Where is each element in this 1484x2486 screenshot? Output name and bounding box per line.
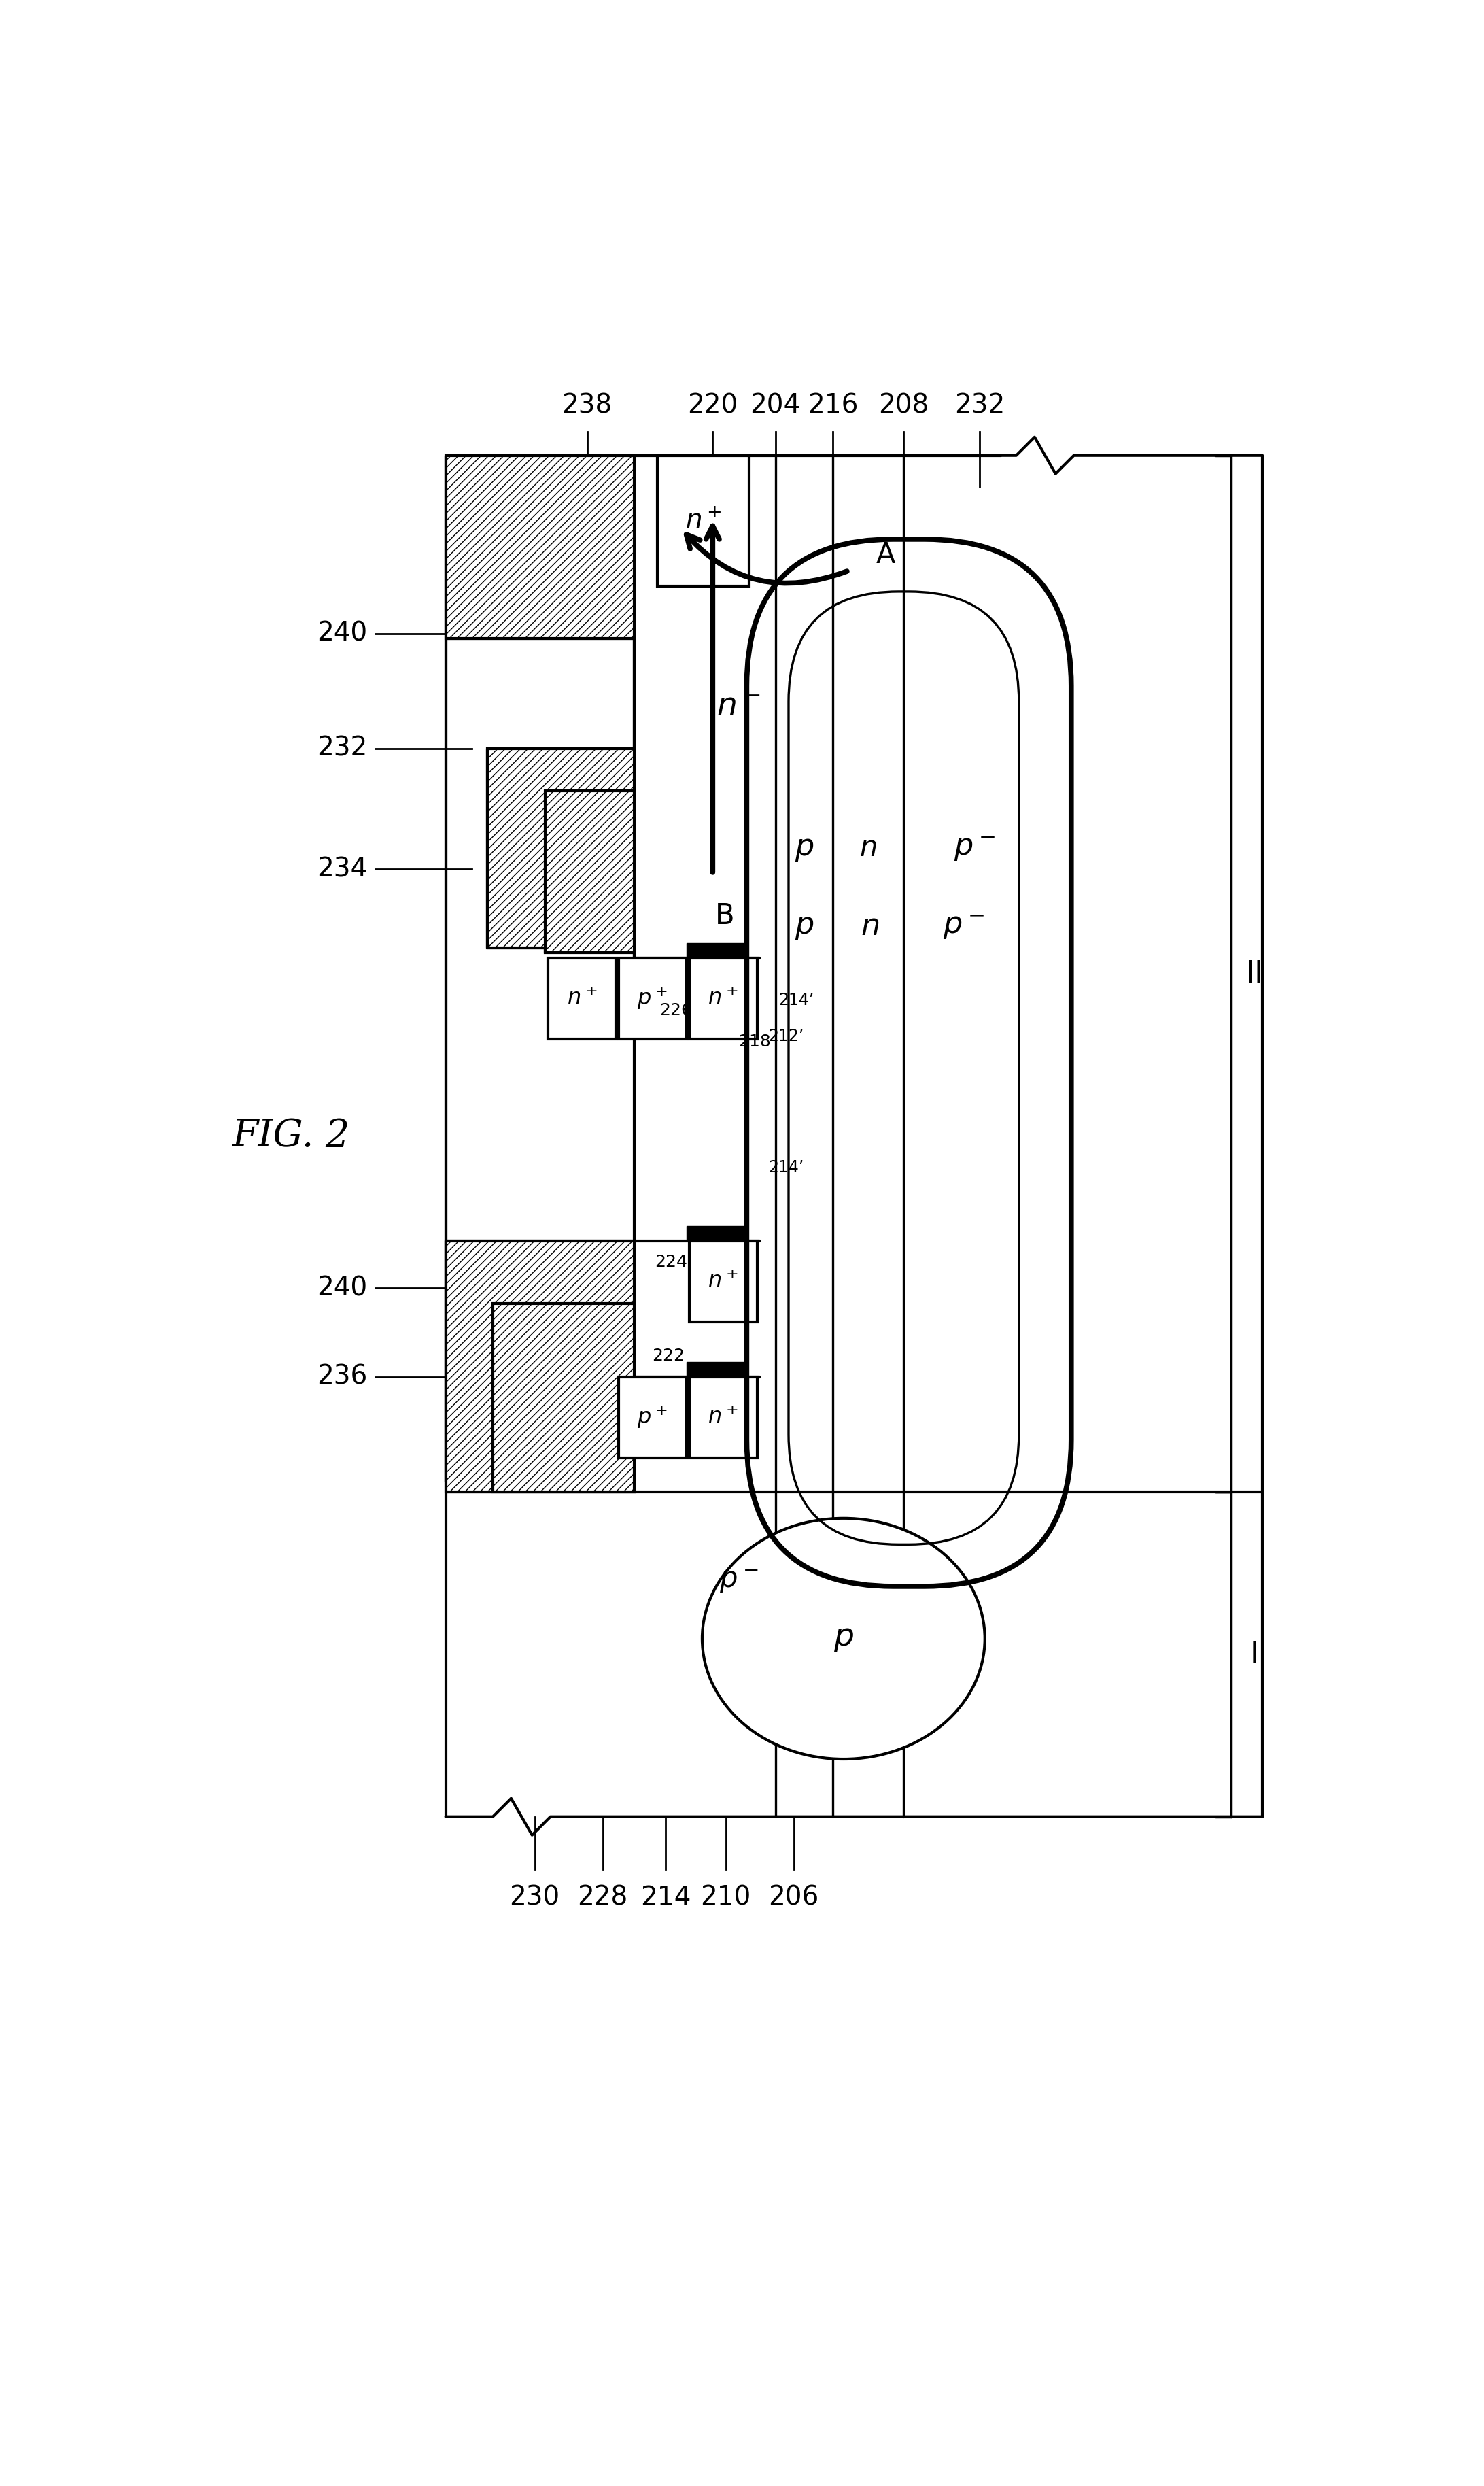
Text: $n^+$: $n^+$ [686,507,721,534]
Text: 238: 238 [562,393,613,418]
Text: 218: 218 [738,1034,770,1049]
Bar [687,1362,743,1377]
Bar [445,1241,634,1492]
Bar [445,455,634,639]
Text: 240: 240 [316,622,367,646]
Ellipse shape [702,1519,985,1760]
Bar [687,1226,743,1241]
Text: B: B [715,902,735,930]
Text: $p^-$: $p^-$ [942,912,985,942]
Text: $p^-$: $p^-$ [954,833,996,863]
Text: I: I [1250,1641,1258,1668]
Text: 208: 208 [879,393,929,418]
Text: $p^-$: $p^-$ [720,1566,758,1596]
Text: 220: 220 [687,393,738,418]
Text: 214: 214 [640,1884,692,1912]
Text: $n$: $n$ [861,912,879,942]
Bar [545,791,634,952]
Text: 214’: 214’ [779,992,815,1009]
Text: 232: 232 [316,736,367,761]
Bar [493,1303,634,1492]
Bar [689,1241,757,1323]
Text: $n^+$: $n^+$ [708,987,738,1009]
Bar [488,748,634,947]
Text: 234: 234 [316,855,367,883]
Text: 226: 226 [660,1002,693,1019]
Text: 228: 228 [577,1884,628,1912]
Bar [689,1377,757,1459]
Bar [657,455,749,587]
Text: 206: 206 [769,1884,819,1912]
Text: $n^+$: $n^+$ [708,1270,738,1293]
Text: $p$: $p$ [794,833,813,863]
Text: $n^+$: $n^+$ [567,987,597,1009]
Text: 212’: 212’ [769,1029,804,1044]
Text: 214’: 214’ [769,1158,804,1176]
Text: A: A [876,539,895,569]
Text: FIG. 2: FIG. 2 [233,1116,350,1154]
Bar [548,957,616,1039]
Text: $p^+$: $p^+$ [637,1405,668,1429]
Bar [619,957,687,1039]
Text: $p$: $p$ [834,1623,853,1653]
Text: II: II [1245,960,1263,989]
Bar [619,1377,687,1459]
Bar [687,942,743,957]
Text: $n^-$: $n^-$ [717,691,761,721]
Text: 224: 224 [654,1253,687,1270]
Text: 230: 230 [509,1884,559,1912]
Text: 232: 232 [954,393,1005,418]
Text: $p^+$: $p^+$ [637,987,668,1012]
Text: $p$: $p$ [794,912,813,942]
Text: 216: 216 [807,393,858,418]
Text: 222: 222 [651,1347,684,1365]
Text: $n^+$: $n^+$ [708,1407,738,1427]
Text: 210: 210 [700,1884,751,1912]
Text: 240: 240 [316,1275,367,1300]
Bar [689,957,757,1039]
Text: 204: 204 [751,393,801,418]
Text: 236: 236 [316,1365,367,1390]
Text: $n$: $n$ [859,833,877,863]
